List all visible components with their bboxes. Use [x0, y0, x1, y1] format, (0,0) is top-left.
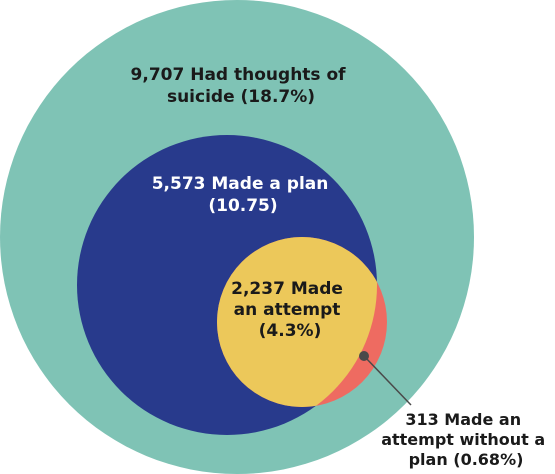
callout-leader-dot — [359, 351, 369, 361]
thoughts-label-line-1: 9,707 Had thoughts of — [131, 65, 347, 85]
callout-leader-line — [363, 355, 412, 406]
plan-label-line-2: (10.75) — [208, 196, 277, 216]
attempt-label-line-2: an attempt — [234, 300, 341, 320]
attempt-without-plan-label: 313 Made an attempt without a plan (0.68… — [381, 410, 551, 469]
plan-label-line-1: 5,573 Made a plan — [152, 174, 329, 194]
attempt-without-plan-label-line-2: attempt without a — [381, 430, 545, 449]
attempt-label: 2,237 Made an attempt (4.3%) — [231, 279, 349, 341]
plan-label: 5,573 Made a plan (10.75) — [152, 174, 335, 216]
thoughts-label: 9,707 Had thoughts of suicide (18.7%) — [131, 65, 352, 107]
attempt-label-line-1: 2,237 Made — [231, 279, 343, 299]
attempt-circle — [217, 237, 377, 407]
attempt-without-plan-label-line-1: 313 Made an — [405, 410, 521, 429]
attempt-label-line-3: (4.3%) — [259, 321, 322, 341]
attempt-without-plan-label-line-3: plan (0.68%) — [409, 450, 524, 469]
thoughts-label-line-2: suicide (18.7%) — [167, 87, 315, 107]
